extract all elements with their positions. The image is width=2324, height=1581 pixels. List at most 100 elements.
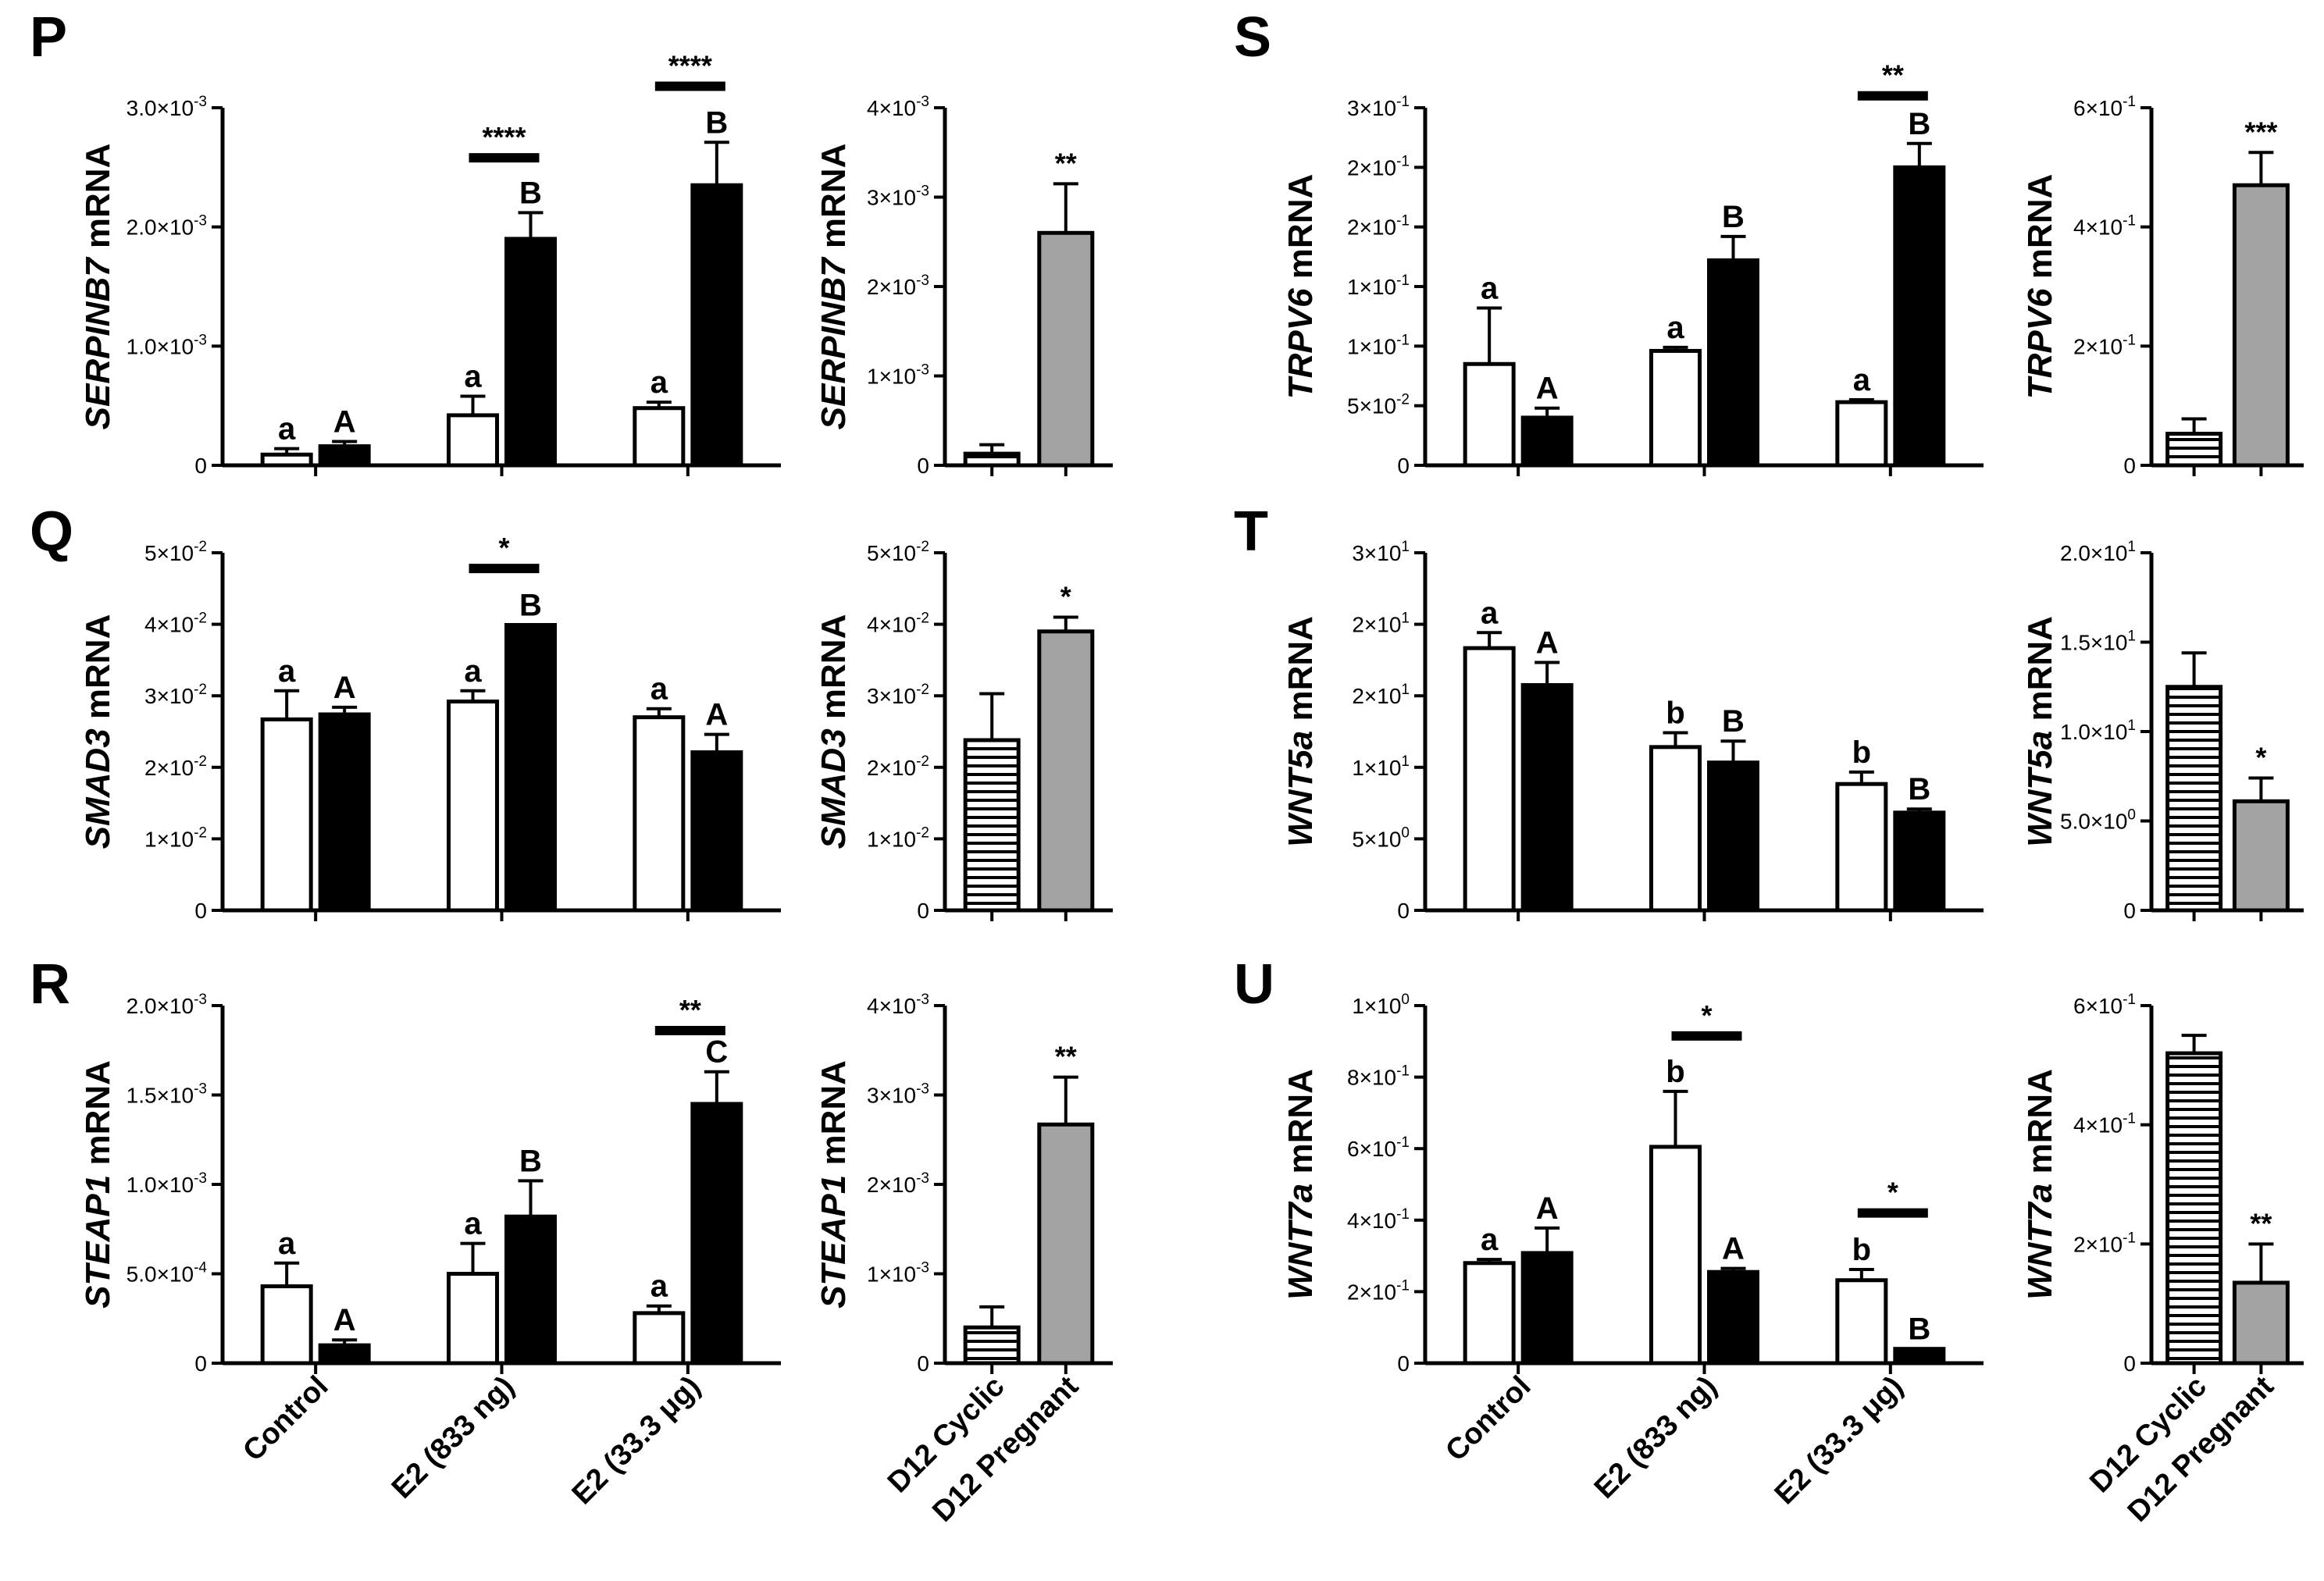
chart-t-treatment-group-letter: a bbox=[1481, 596, 1499, 630]
panel-letter-Q: Q bbox=[30, 500, 73, 563]
chart-p-pregnancy-ytick-label: 1×10-3 bbox=[867, 362, 929, 389]
chart-t-treatment-bar bbox=[1520, 682, 1574, 913]
chart-s-treatment-group-letter: a bbox=[1666, 311, 1684, 345]
chart-s-pregnancy-ytick-label: 0 bbox=[2123, 454, 2136, 478]
x-category-label: E2 (33.3 μg) bbox=[566, 1370, 708, 1512]
chart-s-pregnancy-y-label: TRPV6 mRNA bbox=[2021, 174, 2059, 400]
chart-p-treatment-y-label: SERPINB7 mRNA bbox=[79, 144, 117, 430]
chart-s-treatment-bar bbox=[1649, 348, 1702, 468]
chart-q-pregnancy-ytick-label: 0 bbox=[917, 899, 929, 923]
chart-u-treatment-bar bbox=[1707, 1269, 1759, 1366]
chart-r-treatment-group-letter: B bbox=[519, 1144, 542, 1178]
chart-u-treatment-bar bbox=[1893, 1347, 1946, 1366]
chart-u-treatment-ytick-label: 8×10-1 bbox=[1347, 1063, 1410, 1090]
chart-p-treatment-bar bbox=[633, 406, 686, 468]
chart-t-treatment-ytick-label: 3×101 bbox=[1352, 539, 1410, 565]
chart-u-treatment-group-letter: b bbox=[1666, 1055, 1684, 1089]
chart-p-treatment-significance-stars: **** bbox=[482, 121, 526, 153]
chart-p-treatment-bar bbox=[447, 413, 499, 468]
chart-p-pregnancy-ytick-label: 0 bbox=[917, 454, 929, 478]
chart-u-pregnancy-significance-stars: ** bbox=[2250, 1207, 2272, 1239]
chart-q-treatment-ytick-label: 2×10-2 bbox=[144, 753, 207, 780]
chart-r-treatment-bar bbox=[318, 1343, 371, 1366]
chart-t-treatment-ytick-label: 2×101 bbox=[1352, 682, 1410, 708]
chart-s-treatment-ytick-label: 2×10-1 bbox=[1347, 213, 1410, 240]
chart-p-treatment-group-letter: a bbox=[651, 365, 668, 400]
chart-q-treatment-y-label: SMAD3 mRNA bbox=[79, 614, 117, 849]
chart-q-treatment-group-letter: B bbox=[519, 589, 542, 623]
chart-s-treatment-ytick-label: 1×10-1 bbox=[1347, 272, 1410, 299]
chart-r-treatment-bar bbox=[447, 1272, 499, 1366]
chart-u-treatment-ytick-label: 0 bbox=[1397, 1351, 1410, 1376]
chart-q-treatment-ytick-label: 4×10-2 bbox=[144, 611, 207, 637]
chart-t-pregnancy-y-label: WNT5a mRNA bbox=[2021, 616, 2059, 847]
chart-u-pregnancy-ytick-label: 0 bbox=[2123, 1351, 2136, 1376]
chart-q-treatment-group-letter: a bbox=[278, 654, 296, 689]
chart-r-pregnancy-ytick-label: 3×10-3 bbox=[867, 1081, 929, 1108]
chart-t-pregnancy-ytick-label: 0 bbox=[2123, 899, 2136, 923]
chart-s-treatment-group-letter: B bbox=[1722, 200, 1745, 234]
chart-r-treatment-bar bbox=[633, 1311, 686, 1366]
chart-s-treatment: 0 5×10-2 1×10-1 1×10-1 2×10-1 2×10-1 3×10-1 TRP… bbox=[1281, 59, 1984, 478]
chart-r-treatment-group-letter: C bbox=[705, 1035, 728, 1070]
chart-r-treatment-y-label: STEAP1 mRNA bbox=[79, 1060, 117, 1309]
chart-r-pregnancy-y-label: STEAP1 mRNA bbox=[814, 1060, 853, 1309]
chart-q-treatment-ytick-label: 0 bbox=[194, 899, 207, 923]
chart-u-treatment-group-letter: B bbox=[1908, 1312, 1930, 1347]
chart-r-treatment-bar bbox=[690, 1102, 743, 1366]
chart-q-treatment-bar bbox=[260, 717, 313, 913]
chart-p-treatment-significance-stars: **** bbox=[668, 50, 712, 82]
chart-t-treatment: 0 5×100 1×101 2×101 2×101 3×101 WNT5a mRNA a Ab B… bbox=[1281, 539, 1984, 923]
chart-q-treatment-group-letter: a bbox=[651, 672, 668, 707]
chart-s-treatment-group-letter: A bbox=[1536, 372, 1559, 406]
chart-t-treatment-bar bbox=[1893, 810, 1946, 913]
chart-p-pregnancy-ytick-label: 3×10-3 bbox=[867, 183, 929, 210]
x-category-label: E2 (833 ng) bbox=[1588, 1370, 1723, 1505]
chart-t-treatment-group-letter: b bbox=[1852, 735, 1871, 770]
chart-p-treatment-ytick-label: 0 bbox=[194, 454, 207, 478]
chart-p-pregnancy-bar bbox=[1037, 230, 1095, 468]
chart-p-pregnancy-y-label: SERPINB7 mRNA bbox=[814, 144, 853, 430]
chart-u-treatment: 0 2×10-1 4×10-1 6×10-1 8×10-1 1×100 WNT7a mRNA… bbox=[1281, 992, 1984, 1511]
chart-t-pregnancy-significance-stars: * bbox=[2255, 742, 2266, 774]
chart-r-treatment-group-letter: a bbox=[651, 1269, 668, 1304]
chart-p-pregnancy: 0 1×10-3 2×10-3 3×10-3 4×10-3 SERPINB7 mRNA ** bbox=[814, 94, 1113, 478]
chart-s-treatment-group-letter: a bbox=[1853, 363, 1871, 397]
chart-p-treatment-ytick-label: 2.0×10-3 bbox=[127, 213, 207, 240]
chart-t-treatment-ytick-label: 2×101 bbox=[1352, 611, 1410, 637]
chart-t-treatment-group-letter: A bbox=[1536, 625, 1559, 660]
chart-p-treatment-ytick-label: 1.0×10-3 bbox=[127, 332, 207, 358]
chart-p-treatment: 0 1.0×10-3 2.0×10-3 3.0×10-3 SERPINB7 mRNA a A… bbox=[79, 50, 781, 478]
chart-s-pregnancy-bar bbox=[2232, 183, 2290, 468]
chart-u-treatment-group-letter: A bbox=[1722, 1232, 1745, 1266]
chart-s-pregnancy-significance-stars: *** bbox=[2244, 116, 2277, 148]
panel-letter-S: S bbox=[1234, 6, 1271, 69]
chart-q-treatment-ytick-label: 3×10-2 bbox=[144, 682, 207, 708]
chart-q-treatment-bar bbox=[447, 700, 499, 913]
chart-r-treatment-bar bbox=[260, 1284, 313, 1366]
chart-s-treatment-bar bbox=[1520, 415, 1574, 468]
chart-u-pregnancy-ytick-label: 4×10-1 bbox=[2073, 1111, 2136, 1138]
chart-t-pregnancy-ytick-label: 1.0×101 bbox=[2060, 718, 2136, 744]
chart-r-treatment-group-letter: A bbox=[333, 1303, 356, 1337]
chart-u-treatment-group-letter: a bbox=[1481, 1223, 1499, 1257]
chart-r-treatment-ytick-label: 1.5×10-3 bbox=[127, 1081, 207, 1108]
chart-p-treatment-group-letter: B bbox=[705, 105, 728, 140]
chart-p-treatment-group-letter: B bbox=[519, 176, 542, 210]
chart-u-treatment-significance-stars: * bbox=[1887, 1177, 1898, 1209]
chart-u-treatment-ytick-label: 1×100 bbox=[1352, 992, 1410, 1018]
chart-s-treatment-group-letter: B bbox=[1908, 107, 1930, 141]
chart-s-treatment-bar bbox=[1463, 361, 1516, 468]
chart-u-treatment-bar bbox=[1520, 1251, 1574, 1366]
chart-u-treatment-y-label: WNT7a mRNA bbox=[1281, 1069, 1320, 1300]
chart-q-pregnancy-y-label: SMAD3 mRNA bbox=[814, 614, 853, 849]
chart-q-treatment-group-letter: a bbox=[464, 654, 482, 689]
chart-q-treatment-significance-stars: * bbox=[498, 532, 509, 564]
chart-s-treatment-ytick-label: 0 bbox=[1397, 454, 1410, 478]
chart-u-treatment-ytick-label: 2×10-1 bbox=[1347, 1277, 1410, 1304]
chart-t-treatment-y-label: WNT5a mRNA bbox=[1281, 616, 1320, 847]
chart-s-treatment-significance-stars: ** bbox=[1882, 59, 1904, 91]
